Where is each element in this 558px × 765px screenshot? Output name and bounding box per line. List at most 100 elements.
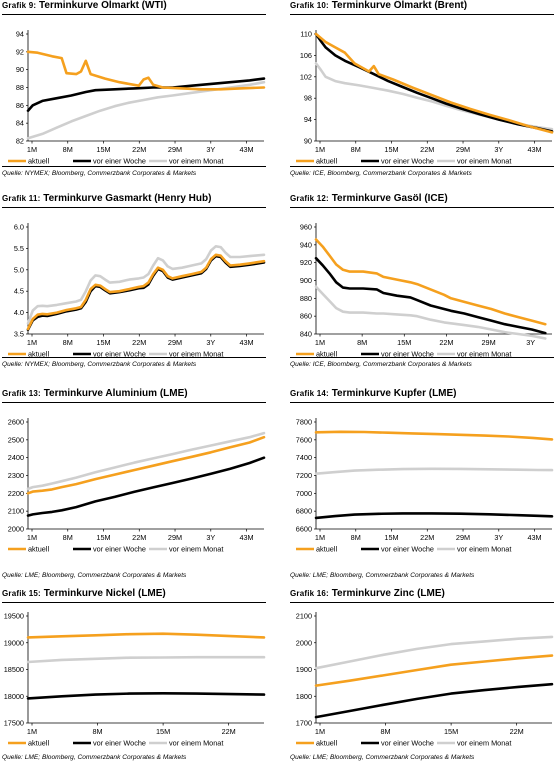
y-tick-label: 1900 [296, 665, 312, 674]
source-rule [2, 166, 266, 167]
y-tick-label: 110 [300, 30, 312, 39]
x-tick-label: 3Y [494, 145, 503, 154]
chart-svg-zinc: 1700 1800 1900 2000 2100 1M 8M 15M 22M aktuell vor… [296, 612, 554, 748]
y-tick-label: 7600 [296, 435, 312, 444]
legend-label-month: vor einem Monat [169, 157, 223, 166]
x-tick-label: 15M [96, 145, 110, 154]
y-tick-label: 18000 [4, 692, 24, 701]
chart-source: Quelle: LME; Bloomberg, Commerzbank Corp… [2, 572, 187, 579]
chart-title-label: Grafik 10: [290, 1, 329, 10]
series-line-week [26, 456, 266, 517]
series-line-week [26, 692, 266, 700]
y-tick-label: 86 [16, 101, 24, 110]
y-tick-label: 7800 [296, 418, 312, 427]
legend-label-week: vor einer Woche [93, 350, 146, 359]
x-tick-label: 29M [168, 145, 182, 154]
x-tick-label: 15M [384, 533, 398, 542]
x-tick-label: 8M [63, 145, 73, 154]
x-tick-label: 29M [481, 338, 495, 347]
chart-title-label: Grafik 12: [290, 194, 329, 203]
series-line-current [314, 654, 554, 687]
x-tick-label: 8M [63, 338, 73, 347]
x-tick-label: 1M [315, 533, 325, 542]
y-tick-label: 2400 [8, 453, 24, 462]
x-tick-label: 43M [527, 533, 541, 542]
x-tick-label: 3Y [526, 338, 535, 347]
series-line-current [26, 632, 266, 639]
legend-label-week: vor einer Woche [93, 739, 146, 748]
chart-title-text: Terminkurve Ölmarkt (WTI) [39, 0, 167, 11]
title-rule [290, 602, 554, 603]
y-tick-label: 2300 [8, 471, 24, 480]
series-line-month [26, 80, 266, 140]
chart-panel-henry-hub: Grafik 11: Terminkurve Gasmarkt (Henry H… [2, 193, 266, 383]
legend-label-week: vor einer Woche [381, 350, 434, 359]
chart-svg-aluminium: 2000 2100 2200 2300 2400 2500 2600 1M 8M 15M 22M 29… [8, 418, 266, 554]
y-tick-label: 2600 [8, 418, 24, 427]
chart-title-text: Terminkurve Gasmarkt (Henry Hub) [43, 193, 212, 204]
chart-title-label: Grafik 13: [2, 389, 41, 398]
y-tick-label: 900 [300, 276, 312, 285]
series-line-week [314, 256, 547, 335]
chart-title-label: Grafik 15: [2, 589, 41, 598]
legend-label-week: vor einer Woche [381, 739, 434, 748]
x-tick-label: 43M [239, 145, 253, 154]
y-tick-label: 90 [304, 137, 312, 146]
legend-label-current: aktuell [28, 157, 49, 166]
legend-label-week: vor einer Woche [381, 157, 434, 166]
y-tick-label: 6600 [296, 525, 312, 534]
x-tick-label: 29M [456, 533, 470, 542]
series-line-month [314, 285, 547, 340]
series-line-month [26, 655, 266, 664]
y-tick-label: 4.5 [14, 287, 24, 296]
x-tick-label: 3Y [206, 145, 215, 154]
x-tick-label: 1M [315, 338, 325, 347]
chart-panel-gasoil: Grafik 12: Terminkurve Gasöl (ICE) 840 86… [290, 193, 554, 383]
title-rule [2, 402, 266, 403]
x-tick-label: 8M [351, 145, 361, 154]
chart-source: Quelle: ICE, Bloomberg, Commerzbank Corp… [290, 361, 472, 368]
legend-label-month: vor einem Monat [457, 739, 511, 748]
y-tick-label: 2000 [8, 525, 24, 534]
x-tick-label: 43M [239, 338, 253, 347]
x-tick-label: 22M [132, 338, 146, 347]
x-tick-label: 1M [27, 727, 37, 736]
legend-label-month: vor einem Monat [169, 350, 223, 359]
x-tick-label: 29M [168, 533, 182, 542]
chart-title-text: Terminkurve Ölmarkt (Brent) [331, 0, 468, 11]
y-tick-label: 3.5 [14, 330, 24, 339]
chart-title-label: Grafik 14: [290, 389, 329, 398]
y-tick-label: 2100 [296, 612, 312, 621]
y-tick-label: 2100 [8, 507, 24, 516]
title-rule [290, 207, 554, 208]
series-line-current [314, 430, 554, 441]
series-line-current [314, 32, 554, 134]
x-tick-label: 22M [132, 533, 146, 542]
x-tick-label: 8M [357, 338, 367, 347]
chart-source: Quelle: LME; Bloomberg, Commerzbank Corp… [290, 572, 475, 579]
y-tick-label: 6.0 [14, 223, 24, 232]
chart-title: Grafik 9: Terminkurve Ölmarkt (WTI) [2, 0, 167, 11]
series-line-month [314, 635, 554, 670]
source-rule [2, 357, 266, 358]
x-tick-label: 8M [92, 727, 102, 736]
chart-panel-brent: Grafik 10: Terminkurve Ölmarkt (Brent) 9… [290, 0, 554, 190]
y-tick-label: 18500 [4, 665, 24, 674]
y-tick-label: 17500 [4, 719, 24, 728]
x-tick-label: 22M [132, 145, 146, 154]
y-tick-label: 92 [16, 47, 24, 56]
y-tick-label: 1700 [296, 719, 312, 728]
source-rule [290, 357, 554, 358]
series-line-week [26, 77, 266, 112]
chart-title: Grafik 15: Terminkurve Nickel (LME) [2, 588, 166, 599]
title-rule [290, 14, 554, 15]
x-tick-label: 22M [420, 533, 434, 542]
x-tick-label: 22M [420, 145, 434, 154]
chart-title: Grafik 14: Terminkurve Kupfer (LME) [290, 388, 457, 399]
chart-title-label: Grafik 11: [2, 194, 41, 203]
y-tick-label: 19500 [4, 612, 24, 621]
chart-title: Grafik 10: Terminkurve Ölmarkt (Brent) [290, 0, 467, 11]
chart-svg-gasoil: 840 860 880 900 920 940 960 1M 8M 15M 22M 29M 3Y aktu… [296, 223, 552, 359]
chart-svg-henry-hub: 3.5 4.0 4.5 5.0 5.5 6.0 1M 8M 15M 22M 29M 3Y 43M aktu… [8, 223, 266, 359]
legend-label-month: vor einem Monat [169, 545, 223, 554]
